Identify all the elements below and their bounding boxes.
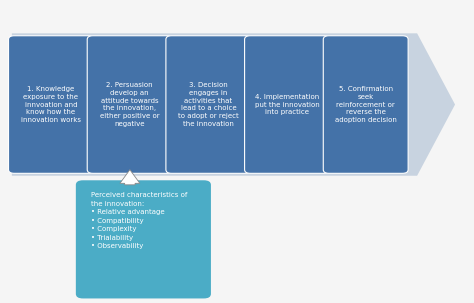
Text: Perceived characteristics of
the innovation:
• Relative advantage
• Compatibilit: Perceived characteristics of the innovat… (91, 192, 188, 249)
Text: 1. Knowledge
exposure to the
innvoation and
know how the
innovation works: 1. Knowledge exposure to the innvoation … (21, 86, 81, 123)
Text: 2. Persuasion
develop an
attitude towards
the innovation,
either positive or
neg: 2. Persuasion develop an attitude toward… (100, 82, 159, 127)
Text: 3. Decision
engages in
activities that
lead to a choice
to adopt or reject
the i: 3. Decision engages in activities that l… (178, 82, 239, 127)
FancyBboxPatch shape (76, 180, 211, 298)
Text: 5. Confirmation
seek
reinforcement or
reverse the
adoption decision: 5. Confirmation seek reinforcement or re… (335, 86, 397, 123)
FancyBboxPatch shape (245, 36, 329, 173)
FancyBboxPatch shape (166, 36, 251, 173)
FancyBboxPatch shape (9, 36, 93, 173)
FancyBboxPatch shape (87, 36, 172, 173)
Polygon shape (120, 170, 140, 185)
Text: 4. Implementation
put the innovation
into practice: 4. Implementation put the innovation int… (255, 94, 319, 115)
FancyBboxPatch shape (323, 36, 408, 173)
Polygon shape (12, 33, 455, 176)
